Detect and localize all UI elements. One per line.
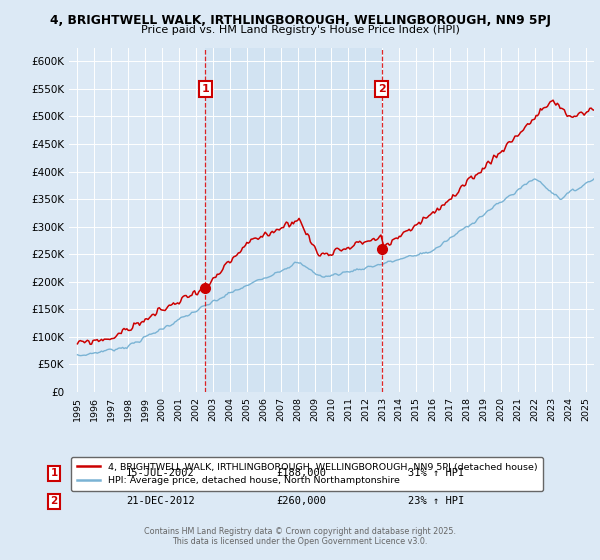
Text: 23% ↑ HPI: 23% ↑ HPI [408, 496, 464, 506]
Text: £260,000: £260,000 [276, 496, 326, 506]
Text: 1: 1 [50, 468, 58, 478]
Text: 2: 2 [378, 84, 386, 94]
Text: 15-JUL-2002: 15-JUL-2002 [126, 468, 195, 478]
Text: £188,000: £188,000 [276, 468, 326, 478]
Text: 31% ↑ HPI: 31% ↑ HPI [408, 468, 464, 478]
Text: Price paid vs. HM Land Registry's House Price Index (HPI): Price paid vs. HM Land Registry's House … [140, 25, 460, 35]
Text: 4, BRIGHTWELL WALK, IRTHLINGBOROUGH, WELLINGBOROUGH, NN9 5PJ: 4, BRIGHTWELL WALK, IRTHLINGBOROUGH, WEL… [49, 14, 551, 27]
Text: 1: 1 [201, 84, 209, 94]
Text: 21-DEC-2012: 21-DEC-2012 [126, 496, 195, 506]
Text: Contains HM Land Registry data © Crown copyright and database right 2025.
This d: Contains HM Land Registry data © Crown c… [144, 526, 456, 546]
Text: 2: 2 [50, 496, 58, 506]
Legend: 4, BRIGHTWELL WALK, IRTHLINGBOROUGH, WELLINGBOROUGH, NN9 5PJ (detached house), H: 4, BRIGHTWELL WALK, IRTHLINGBOROUGH, WEL… [71, 457, 543, 491]
Bar [205, 48, 382, 392]
